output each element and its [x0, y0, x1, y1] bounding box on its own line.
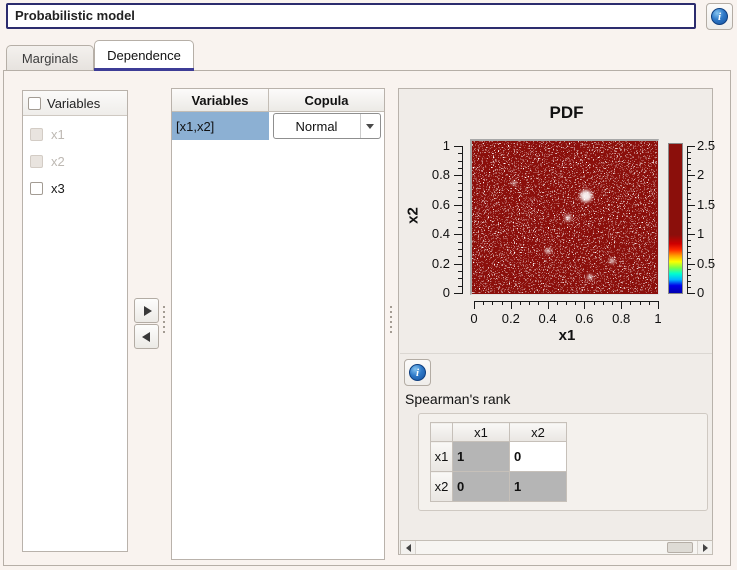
colorbar-tick-labels: 2.5 2 1.5 1 0.5 0 — [697, 139, 721, 300]
spearman-corner-cell — [430, 422, 453, 442]
checkbox-x1 — [30, 128, 43, 141]
tick-label: 0 — [697, 284, 705, 300]
variables-list-items: x1 x2 x3 — [23, 116, 127, 202]
tick-label: 0 — [442, 284, 450, 300]
colorbar-axis-line — [687, 146, 688, 294]
column-header-copula: Copula — [304, 92, 349, 108]
spearman-row-header-x2: x2 — [430, 471, 453, 502]
spearman-cell-x2-x2: 1 — [509, 471, 567, 502]
tab-marginals[interactable]: Marginals — [6, 45, 94, 71]
info-icon: i — [711, 8, 728, 25]
spearman-matrix: x1 x2 x1 1 0 x2 0 1 — [430, 422, 567, 502]
scrollbar-thumb[interactable] — [667, 542, 693, 553]
copula-cell: Normal — [269, 112, 384, 140]
arrow-left-icon — [141, 331, 150, 342]
scroll-right-icon — [702, 543, 708, 552]
variables-list-header-label: Variables — [47, 95, 101, 111]
checkbox-x2 — [30, 155, 43, 168]
copula-table: Variables Copula [x1,x2] Normal — [171, 88, 385, 560]
spearman-cell-x1-x2[interactable]: 0 — [509, 441, 567, 472]
tick-label: 0.8 — [612, 311, 631, 326]
tab-dependence[interactable]: Dependence — [94, 40, 194, 69]
add-group-button[interactable] — [134, 298, 159, 323]
chevron-down-icon — [366, 123, 374, 129]
plot-title: PDF — [549, 103, 584, 122]
spearman-col-header-x2: x2 — [509, 422, 567, 442]
tick-label: 0 — [470, 311, 478, 326]
tick-label: 0.6 — [431, 196, 450, 212]
list-item-x3[interactable]: x3 — [23, 175, 127, 202]
info-button[interactable]: i — [706, 3, 733, 30]
spearman-title: Spearman's rank — [405, 391, 511, 407]
active-tab-underline — [94, 68, 194, 71]
scrollbar-track[interactable] — [416, 541, 697, 554]
list-item-label: x1 — [51, 127, 65, 142]
colorbar — [668, 143, 683, 294]
pdf-heatmap — [470, 139, 659, 295]
spearman-info-button[interactable]: i — [404, 359, 431, 386]
info-icon: i — [409, 364, 426, 381]
spearman-cell-x1-x1: 1 — [452, 441, 510, 472]
tick-label: 0.2 — [501, 311, 520, 326]
panel-separator — [400, 353, 712, 354]
tick-label: 0.2 — [431, 255, 450, 271]
tick-label: 0.8 — [431, 167, 450, 183]
scroll-left-button[interactable] — [401, 541, 416, 554]
y-axis-tick-labels: 1 0.8 0.6 0.4 0.2 0 — [416, 139, 450, 300]
variables-group-cell[interactable]: [x1,x2] — [172, 112, 269, 140]
column-header-variables: Variables — [172, 89, 269, 111]
x-axis-ticks — [474, 301, 659, 310]
x-axis-label: x1 — [558, 327, 576, 344]
list-item-x2: x2 — [23, 148, 127, 175]
spearman-col-header-x1: x1 — [452, 422, 510, 442]
checkbox-x3[interactable] — [30, 182, 43, 195]
table-row: [x1,x2] Normal — [172, 112, 384, 140]
y-axis-ticks — [453, 146, 462, 294]
tick-label: 0.4 — [431, 226, 450, 242]
list-item-x1: x1 — [23, 121, 127, 148]
tick-label: 1 — [442, 138, 450, 153]
scroll-right-button[interactable] — [697, 541, 712, 554]
spearman-row-header-x1: x1 — [430, 441, 453, 472]
variables-list-header: Variables — [23, 91, 127, 116]
select-all-checkbox[interactable] — [28, 96, 41, 110]
dependence-detail-panel: PDF x2 1 0.8 0.6 0.4 0.2 0 — [398, 88, 715, 555]
copula-select[interactable]: Normal — [272, 113, 381, 139]
colorbar-ticks — [687, 146, 696, 294]
spearman-matrix-frame: x1 x2 x1 1 0 x2 0 1 — [418, 413, 708, 511]
copula-selected-value: Normal — [295, 118, 338, 134]
pdf-heatmap-canvas — [472, 141, 657, 293]
tick-label: 0.4 — [538, 311, 557, 326]
remove-group-button[interactable] — [134, 324, 159, 349]
tick-label: 0.6 — [575, 311, 594, 326]
splitter-handle-left[interactable] — [163, 306, 165, 336]
copula-table-header: Variables Copula — [172, 89, 384, 112]
copula-select-dropdown[interactable] — [359, 114, 380, 138]
variables-list: Variables x1 x2 x3 — [22, 90, 128, 552]
tick-label: 0.5 — [697, 255, 716, 271]
model-name-field[interactable]: Probabilistic model — [6, 3, 696, 29]
tick-label: 2 — [697, 167, 705, 183]
tick-label: 1 — [697, 226, 705, 242]
x-axis-tick-labels: 0 0.2 0.4 0.6 0.8 1 — [458, 311, 674, 326]
y-axis-line — [462, 146, 463, 294]
list-item-label: x2 — [51, 154, 65, 169]
splitter-handle-right[interactable] — [390, 306, 392, 336]
spearman-cell-x2-x1: 0 — [452, 471, 510, 502]
scroll-left-icon — [405, 543, 411, 552]
tick-label: 1 — [654, 311, 662, 326]
list-item-label: x3 — [51, 181, 65, 196]
arrow-right-icon — [143, 305, 152, 316]
horizontal-scrollbar[interactable] — [400, 540, 713, 555]
tick-label: 2.5 — [697, 138, 716, 153]
tick-label: 1.5 — [697, 196, 716, 212]
